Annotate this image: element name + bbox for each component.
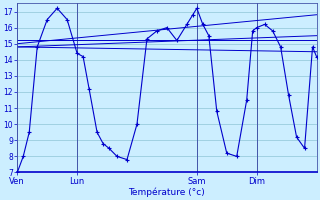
X-axis label: Température (°c): Température (°c) bbox=[129, 187, 205, 197]
